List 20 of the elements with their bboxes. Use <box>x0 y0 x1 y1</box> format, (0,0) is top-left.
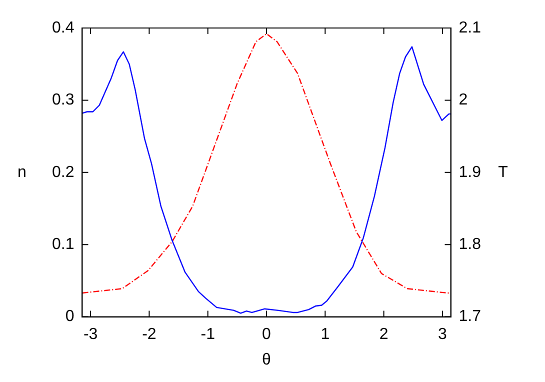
x-tick-label: 3 <box>438 326 447 343</box>
x-tick-label: -2 <box>142 326 156 343</box>
y-tick-label: 0.2 <box>52 164 74 181</box>
x-tick-label: -3 <box>83 326 98 343</box>
y2-tick-label: 2.1 <box>458 19 482 36</box>
y2-tick-label: 1.9 <box>458 164 482 181</box>
x-tick-label: 1 <box>320 326 330 343</box>
y-tick-label: 0.3 <box>52 92 74 109</box>
y-tick-label: 0.1 <box>52 236 74 254</box>
y2-tick-label: 1.7 <box>458 308 482 326</box>
x-tick-label: 0 <box>262 326 272 343</box>
x-axis-title: θ <box>262 351 272 368</box>
y2-tick-label: 2 <box>458 92 468 109</box>
y-tick-label: 0 <box>65 308 74 326</box>
y-axis-title: n <box>18 164 26 181</box>
x-tick-label: -1 <box>200 326 216 343</box>
y2-tick-label: 1.8 <box>458 236 482 254</box>
y-tick-label: 0.4 <box>52 19 74 36</box>
y2-axis-title: T <box>498 164 508 181</box>
x-tick-label: 2 <box>379 326 388 343</box>
